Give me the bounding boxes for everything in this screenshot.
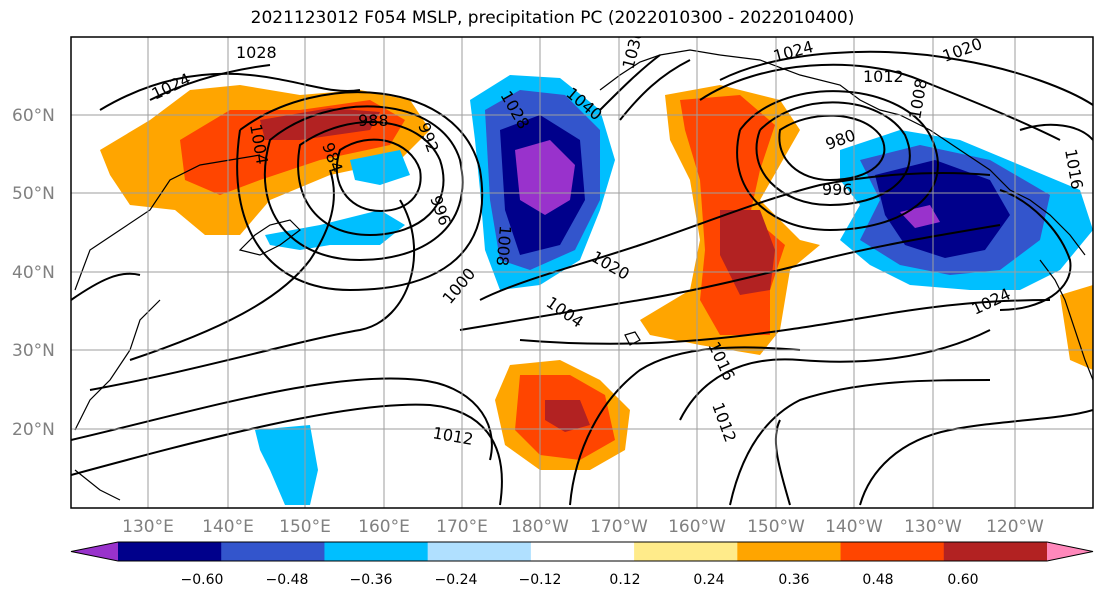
lon-label: 130°E [122, 517, 174, 537]
lon-label: 160°W [668, 517, 726, 537]
lat-labels: 60°N 50°N 40°N 30°N 20°N [12, 106, 55, 440]
colorbar-tick: 0.60 [947, 572, 978, 588]
lon-label: 160°E [358, 517, 410, 537]
isobar-label: 1000 [439, 264, 480, 307]
isobar-label: 1004 [543, 293, 587, 332]
isobar-label: 992 [414, 120, 442, 155]
colorbar-tick: 0.48 [862, 572, 893, 588]
colorbar-segment [118, 542, 222, 561]
precip-shading [100, 75, 1093, 505]
lon-label: 120°W [986, 517, 1044, 537]
isobar-label: 988 [358, 111, 389, 130]
map-canvas: 1028 1024 1004 984 988 992 996 1008 1028… [71, 27, 1093, 508]
lon-label: 150°W [747, 517, 805, 537]
colorbar-tick: 0.12 [609, 572, 640, 588]
colorbar-segment [324, 542, 429, 561]
isobars [71, 50, 1093, 506]
isobar-label: 1012 [708, 400, 740, 445]
lon-label: 170°E [436, 517, 488, 537]
graticule [71, 37, 1093, 508]
colorbar-segment [427, 542, 532, 561]
colorbar-segment [737, 542, 842, 561]
isobar-label: 996 [822, 180, 853, 199]
colorbar-segment [840, 542, 945, 561]
colorbar-tick: −0.60 [181, 572, 224, 588]
colorbar-extend-max [1047, 542, 1093, 561]
lon-label: 130°W [904, 517, 962, 537]
lat-label: 60°N [12, 106, 55, 126]
coastlines [74, 49, 1093, 501]
lat-label: 20°N [12, 420, 55, 440]
lon-label: 170°W [590, 517, 648, 537]
isobar-label: 1024 [771, 37, 815, 66]
lon-labels: 130°E 140°E 150°E 160°E 170°E 180°W 170°… [122, 517, 1044, 537]
colorbar-tick: −0.36 [350, 572, 393, 588]
lat-label: 50°N [12, 184, 55, 204]
isobar-label: 996 [426, 193, 454, 228]
map-title: 2021123012 F054 MSLP, precipitation PC (… [250, 8, 855, 28]
isobar-label: 1020 [588, 247, 633, 284]
isobar-label: 1008 [492, 225, 514, 267]
lon-label: 140°E [202, 517, 254, 537]
colorbar-tick: 0.24 [693, 572, 724, 588]
colorbar-tick: 0.36 [778, 572, 809, 588]
lon-label: 180°W [511, 517, 569, 537]
isobar-label: 1036 [619, 27, 648, 71]
colorbar-extend-min [71, 542, 118, 561]
colorbar-ticks: −0.60 −0.48 −0.36 −0.24 −0.12 0.12 0.24 … [181, 572, 979, 588]
lat-label: 30°N [12, 341, 55, 361]
lon-label: 140°W [825, 517, 883, 537]
colorbar-tick: −0.12 [519, 572, 562, 588]
colorbar [70, 541, 1094, 562]
isobar-label: 1012 [431, 423, 474, 449]
isobar-label: 1028 [236, 43, 277, 62]
colorbar-outline [70, 541, 1094, 562]
colorbar-tick: −0.48 [266, 572, 309, 588]
colorbar-segment [634, 542, 738, 561]
colorbar-segment [221, 542, 325, 561]
colorbar-segment [530, 542, 635, 561]
map-frame [70, 36, 1094, 509]
colorbar-segment [943, 542, 1048, 561]
lon-label: 150°E [279, 517, 331, 537]
isobar-label: 1008 [905, 77, 931, 120]
lat-label: 40°N [12, 263, 55, 283]
isobar-label: 1012 [863, 67, 904, 86]
colorbar-tick: −0.24 [435, 572, 478, 588]
